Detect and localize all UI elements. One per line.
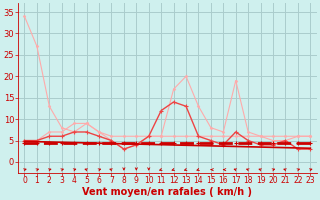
X-axis label: Vent moyen/en rafales ( km/h ): Vent moyen/en rafales ( km/h ) <box>82 187 252 197</box>
